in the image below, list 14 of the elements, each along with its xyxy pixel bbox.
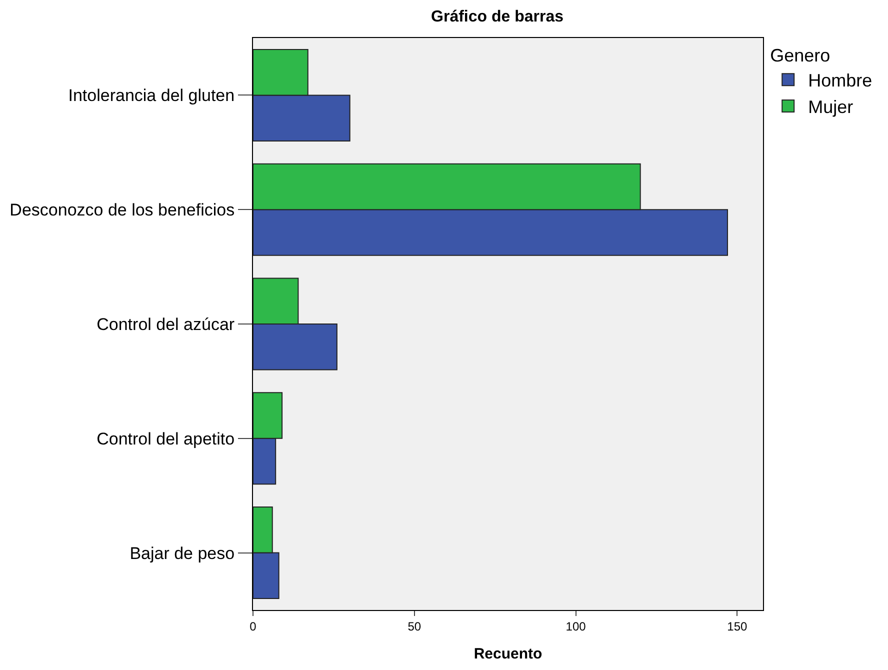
y-tick-label: Desconozco de los beneficios [10, 200, 235, 220]
y-tick-label: Intolerancia del gluten [68, 86, 235, 106]
y-tick-label: Control del azúcar [96, 314, 235, 334]
x-tick-label: 100 [566, 619, 586, 634]
chart-title: Gráfico de barras [431, 8, 564, 26]
y-tick-label: Bajar de peso [130, 544, 235, 563]
legend-label: Mujer [808, 97, 854, 118]
legend-title: Genero [770, 45, 830, 66]
x-tick-label: 150 [727, 619, 748, 634]
legend-label: Hombre [808, 70, 872, 91]
x-tick-label: 50 [408, 619, 422, 634]
x-axis-title: Recuento [474, 645, 542, 662]
x-tick-label: 0 [250, 619, 257, 634]
y-tick-label: Control del apetito [96, 429, 235, 448]
